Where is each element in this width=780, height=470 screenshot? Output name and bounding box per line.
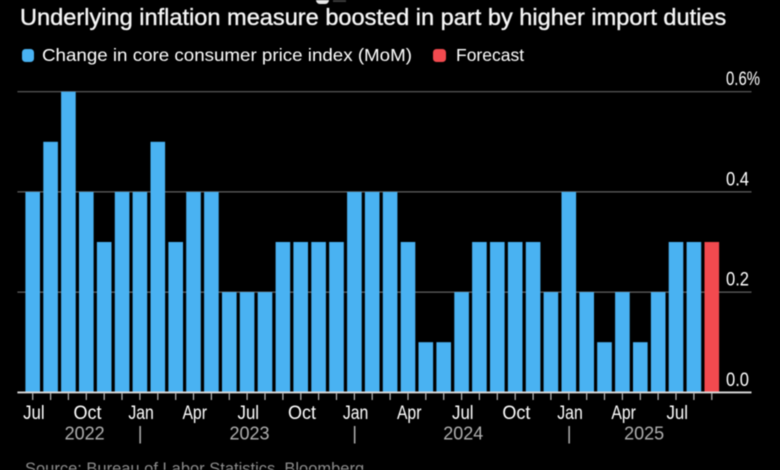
svg-text:Jul: Jul bbox=[23, 403, 45, 424]
svg-text:Apr: Apr bbox=[611, 403, 636, 424]
svg-text:2022: 2022 bbox=[65, 423, 105, 444]
svg-text:Jul: Jul bbox=[238, 403, 260, 424]
svg-text:2024: 2024 bbox=[443, 423, 483, 444]
svg-text:|: | bbox=[138, 423, 143, 444]
svg-text:Jan: Jan bbox=[343, 403, 369, 424]
svg-text:0.4: 0.4 bbox=[726, 168, 749, 190]
svg-text:2025: 2025 bbox=[624, 423, 664, 444]
svg-text:0.6%: 0.6% bbox=[726, 68, 760, 90]
svg-text:Apr: Apr bbox=[182, 403, 207, 424]
svg-text:0.2: 0.2 bbox=[726, 269, 749, 291]
svg-text:Jul: Jul bbox=[452, 403, 474, 424]
svg-text:Apr: Apr bbox=[397, 403, 422, 424]
svg-text:|: | bbox=[567, 423, 572, 444]
svg-text:Jan: Jan bbox=[128, 403, 154, 424]
svg-text:Oct: Oct bbox=[502, 403, 531, 424]
svg-text:Oct: Oct bbox=[288, 403, 317, 424]
svg-text:Jul: Jul bbox=[666, 403, 688, 424]
svg-text:Jan: Jan bbox=[557, 403, 583, 424]
svg-text:0.0: 0.0 bbox=[726, 369, 749, 391]
svg-text:2023: 2023 bbox=[230, 423, 270, 444]
svg-text:Oct: Oct bbox=[74, 403, 103, 424]
svg-text:|: | bbox=[352, 423, 357, 444]
